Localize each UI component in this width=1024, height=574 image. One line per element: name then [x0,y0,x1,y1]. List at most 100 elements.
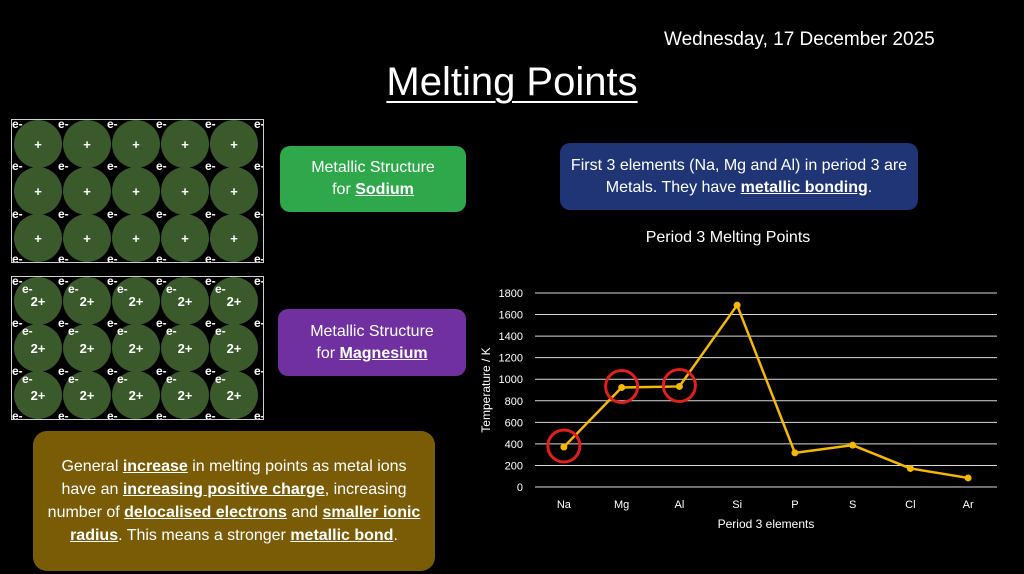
electron: e- [22,417,33,419]
electron: e- [22,282,33,296]
trend-text-6: . [393,527,398,544]
electron: e- [68,282,79,296]
electron: e- [254,316,263,330]
data-point [618,384,626,392]
electron: e- [156,252,167,262]
sodium-label-line2: for Sodium [280,179,466,201]
magnesium-label-element: Magnesium [339,344,428,362]
metal-ion [112,371,160,419]
highlight-circle [604,369,640,405]
y-tick-label: 1000 [499,374,523,386]
metal-ion [63,120,111,168]
metal-ion [112,167,160,215]
electron: e- [205,159,216,173]
ion-charge-label: + [181,231,189,246]
highlight-circle [546,428,582,464]
electron: e- [12,207,23,221]
electron: e- [205,364,216,378]
x-tick-label: Ar [963,499,974,511]
data-point [906,464,914,472]
metal-ion [210,371,258,419]
ion-charge-label: + [132,231,140,246]
ion-charge-label: 2+ [31,388,46,403]
metal-ion [14,214,62,262]
electron: e- [254,252,263,262]
y-tick-label: 1800 [499,288,523,300]
electron: e- [12,120,23,131]
ion-charge-label: 2+ [80,294,95,309]
metal-ion [63,167,111,215]
trend-text-4: and [286,504,323,521]
ion-charge-label: + [34,231,42,246]
metal-ion [14,371,62,419]
sodium-lattice-drawing: + + + + + + + + + + + + + + + e-e-e-e-e-e-e-e-e-e-e-e-e… [12,120,263,262]
electron: e- [107,316,118,330]
y-axis-label: Temperature / K [479,347,493,432]
x-tick-label: S [849,499,856,511]
electron: e- [68,324,79,338]
electron: e- [117,324,128,338]
metal-ion [63,324,111,372]
date-label: Wednesday, 17 December 2025 [664,29,935,50]
data-point [791,449,799,457]
ion-charge-label: 2+ [227,388,242,403]
electron: e- [166,372,177,386]
metal-ion [161,214,209,262]
trend-text-3: , increasing number of [47,481,407,521]
electron: e- [12,409,23,419]
electron: e- [58,252,69,262]
x-axis-label: Period 3 elements [718,517,815,531]
metals-info-text-part: First 3 elements (Na, Mg and Al) in peri… [570,156,908,196]
metals-info-box: First 3 elements (Na, Mg and Al) in peri… [560,143,918,210]
ion-charge-label: + [83,137,91,152]
x-tick-label: Si [732,499,742,511]
ion-charge-label: + [230,184,238,199]
x-tick-label: Al [674,499,684,511]
ion-charge-label: + [181,137,189,152]
magnesium-label-line1: Metallic Structure [310,322,434,340]
trend-bold-charge: increasing positive charge [122,481,325,498]
metal-ion [112,214,160,262]
metal-ion [210,214,258,262]
ion-charge-label: + [230,231,238,246]
ion-charge-label: 2+ [178,341,193,356]
ion-charge-label: 2+ [129,294,144,309]
metals-info-text: First 3 elements (Na, Mg and Al) in peri… [570,155,908,199]
general-trend-text: General increase in melting points as me… [47,455,421,547]
page-title: Melting Points [386,60,638,104]
sodium-label-prefix: for [332,181,356,198]
electron: e- [254,120,263,131]
electron: e- [12,316,23,330]
y-tick-label: 600 [505,417,523,429]
electron: e- [205,316,216,330]
metal-ion [63,214,111,262]
magnesium-structure-label: Metallic Structure for Magnesium [278,309,466,376]
ion-charge-label: 2+ [227,341,242,356]
ion-charge-label: 2+ [80,341,95,356]
general-trend-box: General increase in melting points as me… [33,431,435,571]
electron: e- [215,282,226,296]
electron: e- [22,372,33,386]
electron: e- [107,159,118,173]
electron: e- [107,409,118,419]
sodium-structure-label: Metallic Structure for Sodium [280,146,466,212]
electron: e- [166,417,177,419]
magnesium-label-line2: for Magnesium [278,343,466,365]
metal-ion [14,324,62,372]
electron: e- [117,417,128,419]
electron: e- [205,120,216,131]
electron: e- [58,159,69,173]
electron: e- [12,252,23,262]
electron: e- [107,364,118,378]
metals-info-bold: metallic bonding [740,178,868,196]
metal-ion [112,120,160,168]
electron: e- [254,409,263,419]
chart-title: Period 3 Melting Points [645,229,811,246]
metal-ion [112,277,160,325]
ion-charge-label: 2+ [227,294,242,309]
electron: e- [12,277,23,288]
ion-charge-label: 2+ [31,341,46,356]
electron: e- [254,277,263,288]
electron: e- [107,277,118,288]
metal-ion [210,120,258,168]
